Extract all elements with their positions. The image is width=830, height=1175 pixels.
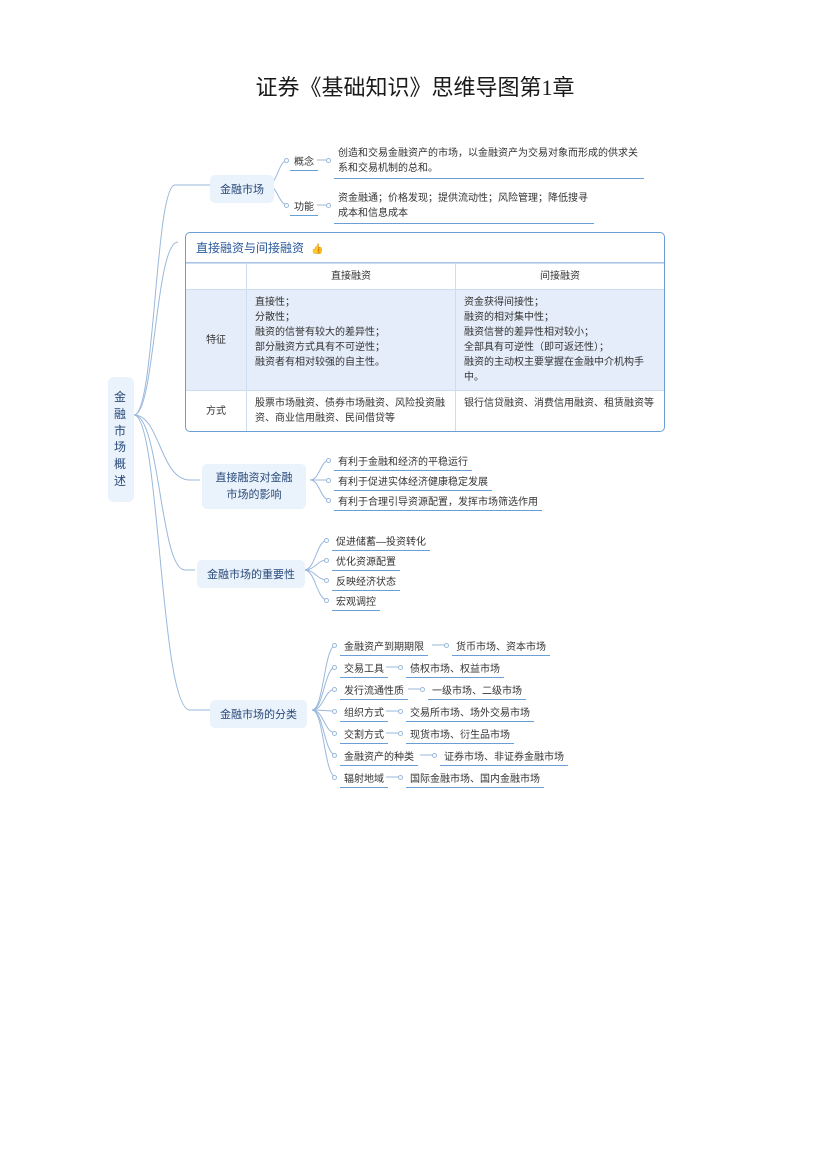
node-function-key: 功能 <box>290 196 318 216</box>
th-indirect: 间接融资 <box>455 263 664 289</box>
cls-k-2: 发行流通性质 <box>340 680 408 700</box>
impact-item-1: 有利于促进实体经济健康稳定发展 <box>334 471 492 491</box>
cell-method-b: 银行信贷融资、消费信用融资、租赁融资等 <box>455 390 664 431</box>
cls-k-0: 金融资产到期期限 <box>340 636 428 656</box>
importance-item-0: 促进储蓄—投资转化 <box>332 531 430 551</box>
importance-item-3: 宏观调控 <box>332 591 380 611</box>
comparison-table: 直接融资与间接融资 👍 直接融资 间接融资 特征 直接性； 分散性； 融资的信誉… <box>185 232 665 432</box>
impact-item-0: 有利于金融和经济的平稳运行 <box>334 451 472 471</box>
cls-v-6: 国际金融市场、国内金融市场 <box>406 768 544 788</box>
cls-v-3: 交易所市场、场外交易市场 <box>406 702 534 722</box>
cls-k-6: 辐射地域 <box>340 768 388 788</box>
row-head-feature: 特征 <box>186 289 246 390</box>
cell-feature-b: 资金获得间接性； 融资的相对集中性； 融资信誉的差异性相对较小； 全部具有可逆性… <box>455 289 664 390</box>
cls-v-4: 现货市场、衍生品市场 <box>406 724 514 744</box>
cell-method-a: 股票市场融资、债券市场融资、风险投资融资、商业信用融资、民间借贷等 <box>246 390 455 431</box>
thumb-icon: 👍 <box>311 244 323 255</box>
cls-v-1: 债权市场、权益市场 <box>406 658 504 678</box>
node-importance: 金融市场的重要性 <box>197 560 305 588</box>
cls-k-1: 交易工具 <box>340 658 388 678</box>
th-blank <box>186 263 246 289</box>
importance-item-2: 反映经济状态 <box>332 571 400 591</box>
node-impact: 直接融资对金融市场的影响 <box>202 464 306 509</box>
table-title: 直接融资与间接融资 👍 <box>186 233 664 263</box>
cls-k-3: 组织方式 <box>340 702 388 722</box>
node-classification: 金融市场的分类 <box>210 700 307 728</box>
row-head-method: 方式 <box>186 390 246 431</box>
impact-item-2: 有利于合理引导资源配置，发挥市场筛选作用 <box>334 491 542 511</box>
node-concept-val: 创造和交易金融资产的市场，以金融资产为交易对象而形成的供求关系和交易机制的总和。 <box>334 144 644 179</box>
cls-v-5: 证券市场、非证券金融市场 <box>440 746 568 766</box>
cls-k-4: 交割方式 <box>340 724 388 744</box>
importance-item-1: 优化资源配置 <box>332 551 400 571</box>
cell-feature-a: 直接性； 分散性； 融资的信誉有较大的差异性； 部分融资方式具有不可逆性； 融资… <box>246 289 455 390</box>
cls-v-0: 货币市场、资本市场 <box>452 636 550 656</box>
table-title-text: 直接融资与间接融资 <box>196 241 304 255</box>
cls-v-2: 一级市场、二级市场 <box>428 680 526 700</box>
th-direct: 直接融资 <box>246 263 455 289</box>
node-concept-key: 概念 <box>290 151 318 171</box>
node-financial-market: 金融市场 <box>210 175 274 203</box>
cls-k-5: 金融资产的种类 <box>340 746 418 766</box>
node-function-val: 资金融通；价格发现；提供流动性；风险管理；降低搜寻成本和信息成本 <box>334 189 594 224</box>
